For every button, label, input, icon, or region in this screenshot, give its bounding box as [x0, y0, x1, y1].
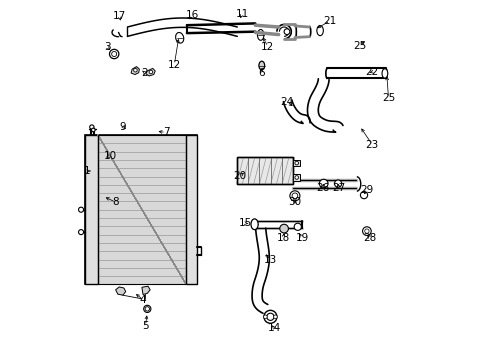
Circle shape	[294, 161, 298, 165]
Text: 21: 21	[323, 16, 336, 26]
Text: 1: 1	[84, 166, 90, 176]
Text: 27: 27	[331, 183, 345, 193]
Text: 4: 4	[140, 294, 146, 305]
Text: 14: 14	[267, 323, 281, 333]
Text: 10: 10	[104, 150, 117, 161]
Text: 12: 12	[261, 42, 274, 52]
Text: 18: 18	[276, 233, 289, 243]
Polygon shape	[142, 286, 150, 294]
Circle shape	[273, 315, 277, 319]
Text: 26: 26	[316, 183, 329, 193]
Circle shape	[284, 29, 289, 35]
Circle shape	[266, 313, 273, 320]
Text: 6: 6	[258, 68, 264, 78]
Circle shape	[291, 193, 297, 199]
Text: 3: 3	[103, 42, 110, 52]
Text: 2: 2	[141, 68, 148, 78]
Bar	[98, 135, 186, 284]
Text: 9: 9	[120, 122, 126, 132]
Text: 28: 28	[363, 233, 376, 243]
Circle shape	[264, 310, 276, 323]
Circle shape	[109, 49, 119, 59]
Ellipse shape	[250, 219, 258, 230]
Text: 15: 15	[238, 218, 251, 228]
Bar	[98, 135, 186, 284]
Text: 20: 20	[233, 171, 246, 181]
Text: 12: 12	[167, 60, 181, 70]
Circle shape	[89, 125, 94, 129]
Circle shape	[289, 191, 299, 201]
Circle shape	[79, 207, 83, 212]
Circle shape	[362, 227, 370, 235]
Text: 30: 30	[288, 197, 301, 207]
Bar	[293, 174, 299, 181]
Text: 11: 11	[235, 9, 248, 19]
Circle shape	[319, 179, 327, 188]
Polygon shape	[145, 68, 155, 76]
Circle shape	[334, 180, 341, 187]
Circle shape	[279, 224, 288, 233]
Bar	[293, 160, 299, 166]
Circle shape	[111, 51, 117, 57]
Polygon shape	[131, 67, 139, 75]
Text: 7: 7	[163, 127, 169, 138]
Circle shape	[360, 192, 367, 199]
Text: 29: 29	[360, 185, 373, 195]
Bar	[85, 135, 197, 284]
Text: 5: 5	[142, 321, 148, 331]
Polygon shape	[115, 287, 125, 295]
Text: 13: 13	[263, 255, 277, 265]
Ellipse shape	[258, 61, 264, 70]
Bar	[85, 135, 98, 284]
Text: 24: 24	[280, 96, 293, 107]
Text: 22: 22	[365, 67, 378, 77]
Ellipse shape	[175, 32, 183, 43]
Bar	[236, 157, 293, 184]
Text: 16: 16	[185, 10, 199, 20]
Circle shape	[263, 315, 266, 319]
Bar	[186, 135, 197, 284]
Circle shape	[294, 176, 298, 179]
Bar	[236, 157, 293, 184]
Circle shape	[91, 128, 95, 132]
Circle shape	[143, 305, 151, 312]
Text: 19: 19	[295, 233, 308, 243]
Circle shape	[79, 230, 83, 235]
Ellipse shape	[316, 26, 323, 36]
Text: 25: 25	[352, 41, 366, 51]
Ellipse shape	[257, 30, 264, 40]
Text: 25: 25	[381, 93, 394, 103]
Text: 23: 23	[365, 140, 378, 150]
Circle shape	[149, 70, 152, 74]
Circle shape	[294, 223, 301, 230]
Ellipse shape	[381, 69, 387, 78]
Circle shape	[364, 229, 368, 233]
Circle shape	[145, 307, 149, 311]
Circle shape	[133, 68, 137, 72]
Text: 8: 8	[112, 197, 119, 207]
Text: 17: 17	[112, 11, 125, 21]
